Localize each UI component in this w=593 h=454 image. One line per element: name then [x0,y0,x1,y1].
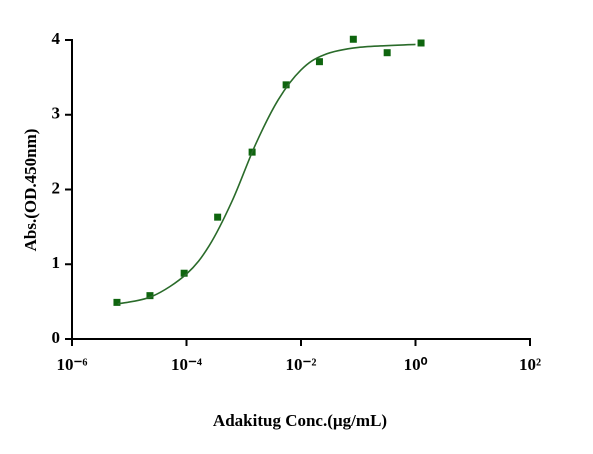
y-tick-label: 0 [52,328,61,347]
x-tick-label: 10⁻² [285,355,316,374]
y-tick-label: 3 [52,104,61,123]
x-tick-label: 10⁰ [404,355,428,374]
x-tick-label: 10⁻⁴ [171,355,202,374]
y-tick-label: 2 [52,178,61,197]
data-point [417,39,425,47]
y-tick-label: 4 [52,29,61,48]
data-point [315,58,323,66]
data-point [180,269,188,277]
y-tick-label: 1 [52,253,61,272]
data-point [282,81,290,89]
x-axis-label: Adakitug Conc.(µg/mL) [213,411,387,430]
x-tick-label: 10⁻⁶ [56,355,87,374]
data-point [214,213,222,221]
data-point [383,49,391,57]
y-axis-label: Abs.(OD.450nm) [21,129,40,252]
fit-curve [117,43,416,305]
data-point [349,35,357,43]
data-point [113,298,121,306]
x-tick-label: 10² [519,355,541,374]
data-point [146,292,154,300]
